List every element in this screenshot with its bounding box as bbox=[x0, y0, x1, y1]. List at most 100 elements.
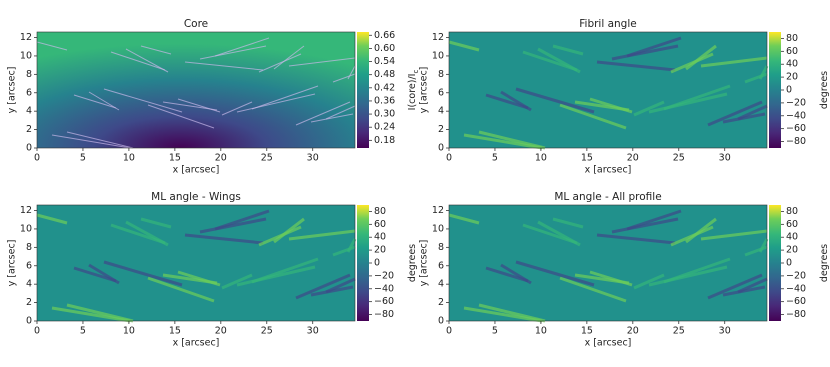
texture bbox=[463, 133, 543, 150]
texture bbox=[110, 51, 166, 71]
texture bbox=[147, 104, 215, 129]
texture bbox=[722, 285, 766, 297]
texture bbox=[707, 100, 763, 127]
texture bbox=[700, 56, 768, 68]
colorbar-label-text: I(core)/I bbox=[407, 74, 418, 111]
y-tick-label: 0 bbox=[438, 316, 444, 327]
colorbar-label-text: degrees bbox=[819, 71, 830, 109]
y-tick-label: 10 bbox=[432, 223, 444, 234]
colorbar-label-text: degrees bbox=[819, 244, 830, 282]
texture bbox=[288, 57, 356, 67]
texture bbox=[273, 45, 305, 70]
y-axis-label: y [arcsec] bbox=[419, 67, 430, 114]
x-tick-label: 15 bbox=[169, 326, 181, 337]
colorbar-tick-label: 0.54 bbox=[374, 56, 395, 67]
texture bbox=[199, 217, 267, 234]
plot-frame bbox=[448, 204, 768, 322]
colorbar-tick-label: 80 bbox=[786, 33, 798, 44]
texture bbox=[221, 273, 253, 290]
y-tick-label: 12 bbox=[20, 32, 32, 43]
texture bbox=[537, 220, 581, 247]
texture bbox=[214, 209, 270, 231]
texture bbox=[663, 257, 731, 284]
colorbar-tick-label: −40 bbox=[786, 110, 806, 121]
texture bbox=[310, 113, 354, 123]
texture bbox=[236, 93, 316, 113]
colorbar-label: degrees bbox=[819, 71, 830, 109]
panel: ML angle - Wings 0 5 10 15 20 25 30 0 2 4 6 8 10 12 x [… bbox=[7, 191, 418, 349]
colorbar-tick-label: 40 bbox=[786, 59, 798, 70]
texture bbox=[663, 84, 731, 111]
texture bbox=[589, 97, 633, 114]
texture bbox=[722, 112, 766, 124]
texture bbox=[700, 229, 768, 241]
texture bbox=[707, 273, 763, 300]
colorbar-tick-label: 20 bbox=[786, 72, 798, 83]
texture bbox=[758, 65, 769, 80]
image-area bbox=[37, 32, 355, 148]
colorbar-tick-label: 60 bbox=[786, 219, 798, 230]
texture bbox=[177, 98, 221, 113]
x-tick-label: 5 bbox=[80, 153, 86, 164]
texture bbox=[103, 260, 183, 287]
y-tick-label: 6 bbox=[26, 87, 32, 98]
x-tick-label: 10 bbox=[535, 326, 547, 337]
x-tick-label: 15 bbox=[169, 153, 181, 164]
texture bbox=[448, 213, 480, 225]
colorbar-tick-label: 60 bbox=[786, 46, 798, 57]
colorbar bbox=[357, 205, 369, 321]
y-tick-label: 2 bbox=[26, 124, 32, 135]
texture bbox=[347, 65, 356, 80]
colorbar-tick-label: 60 bbox=[374, 219, 386, 230]
texture bbox=[515, 87, 595, 114]
colorbar-tick-label: −60 bbox=[786, 123, 806, 134]
colorbar-label: degrees bbox=[819, 244, 830, 282]
texture bbox=[332, 73, 356, 83]
texture bbox=[478, 130, 546, 150]
x-tick-label: 30 bbox=[307, 326, 319, 337]
colorbar-tick-label: −20 bbox=[786, 97, 806, 108]
texture bbox=[177, 270, 221, 287]
texture bbox=[537, 47, 581, 74]
colorbar-tick-label: 0 bbox=[374, 258, 380, 269]
x-tick-label: 15 bbox=[581, 153, 593, 164]
texture bbox=[214, 37, 270, 57]
texture bbox=[273, 217, 305, 244]
y-tick-label: 4 bbox=[438, 106, 444, 117]
colorbar-tick-label: 0.18 bbox=[374, 135, 395, 146]
texture bbox=[685, 44, 717, 71]
y-tick-label: 0 bbox=[438, 143, 444, 154]
texture bbox=[633, 100, 665, 117]
texture bbox=[140, 45, 172, 55]
y-axis-label: y [arcsec] bbox=[7, 67, 18, 114]
colorbar-tick-label: 0 bbox=[786, 258, 792, 269]
colorbar-tick-label: −20 bbox=[374, 270, 394, 281]
x-tick-label: 5 bbox=[492, 326, 498, 337]
x-tick-label: 30 bbox=[307, 153, 319, 164]
colorbar-tick-label: 80 bbox=[374, 206, 386, 217]
y-tick-label: 4 bbox=[26, 106, 32, 117]
texture bbox=[648, 265, 728, 287]
colorbar-tick-label: 0 bbox=[786, 85, 792, 96]
x-tick-label: 30 bbox=[719, 326, 731, 337]
texture bbox=[221, 101, 253, 116]
texture bbox=[500, 263, 532, 285]
x-tick-label: 25 bbox=[261, 153, 273, 164]
colorbar-tick-label: 20 bbox=[786, 245, 798, 256]
y-tick-label: 8 bbox=[26, 69, 32, 80]
texture bbox=[88, 263, 120, 285]
texture bbox=[448, 40, 480, 52]
texture bbox=[125, 220, 169, 247]
texture bbox=[596, 60, 676, 72]
texture bbox=[648, 92, 728, 114]
texture bbox=[737, 277, 768, 294]
colorbar-tick-label: −60 bbox=[374, 296, 394, 307]
texture bbox=[485, 93, 529, 110]
y-tick-label: 8 bbox=[26, 242, 32, 253]
plot-frame bbox=[448, 31, 768, 149]
panel-title: ML angle - All profile bbox=[554, 191, 661, 203]
texture bbox=[147, 276, 215, 303]
y-axis-label: y [arcsec] bbox=[419, 240, 430, 287]
panel-title: Core bbox=[184, 18, 208, 30]
